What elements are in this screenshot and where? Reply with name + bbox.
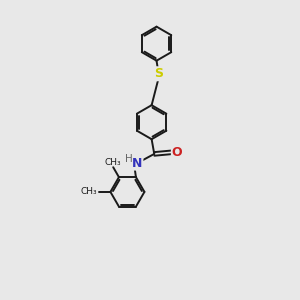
Text: CH₃: CH₃	[105, 158, 122, 166]
Text: N: N	[132, 157, 142, 169]
Text: H: H	[125, 154, 133, 164]
Text: CH₃: CH₃	[81, 188, 97, 196]
Text: O: O	[172, 146, 182, 159]
Text: S: S	[154, 67, 163, 80]
